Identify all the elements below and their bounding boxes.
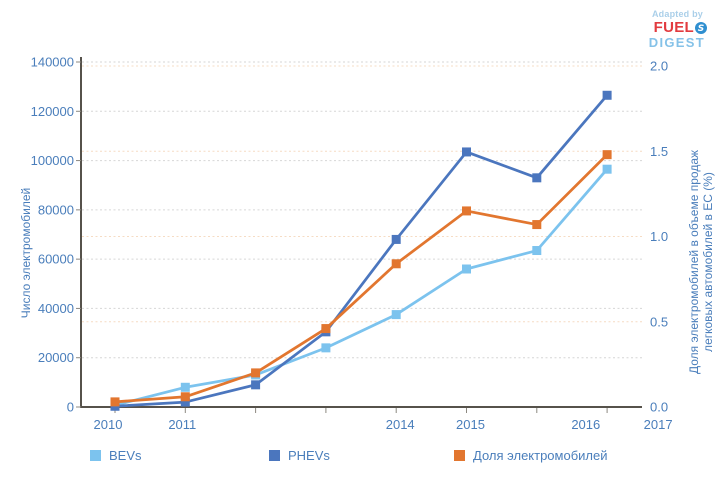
right-axis-title: Доля электромобилей в объеме продаж легк… xyxy=(687,150,715,374)
left-axis-title: Число электромобилей xyxy=(19,187,33,319)
series-0-marker xyxy=(602,164,612,174)
left-axis-tick-label: 140000 xyxy=(31,55,74,70)
доля-электромобилей-line xyxy=(114,153,609,404)
left-axis-tick-label: 60000 xyxy=(38,252,74,267)
legend-label-ev-share: Доля электромобилей xyxy=(473,447,608,463)
legend-item-bevs: BEVs xyxy=(90,447,142,463)
series-0-marker xyxy=(321,343,331,353)
right-axis-title-line1: Доля электромобилей в объеме продаж xyxy=(687,149,701,375)
phevs-swatch-icon xyxy=(269,449,280,461)
x-axis-year-label: 2015 xyxy=(456,417,485,432)
series-1-marker xyxy=(532,173,542,183)
right-axis-tick-label: 0.0 xyxy=(650,400,668,415)
x-axis-year-label: 2017 xyxy=(644,417,673,432)
s-swirl-icon: S xyxy=(695,22,707,35)
left-axis-tick-label: 0 xyxy=(67,400,74,415)
series-2-marker xyxy=(462,206,471,216)
series-0-marker xyxy=(391,310,401,320)
x-axis-year-label: 2011 xyxy=(168,417,196,432)
legend-label-phevs: PHEVs xyxy=(288,447,330,463)
series-2-marker xyxy=(602,150,612,160)
x-axis-year-label: 2016 xyxy=(571,417,600,432)
ev-share-swatch-icon xyxy=(454,449,465,461)
logo-tagline: Adapted by xyxy=(651,9,703,19)
series-2-marker xyxy=(321,324,331,334)
logo-brand-digest: DIGEST xyxy=(648,35,705,51)
series-1-marker xyxy=(251,380,261,390)
series-0-marker xyxy=(532,246,542,256)
bevs-swatch-icon xyxy=(90,449,101,461)
legend-item-ev-share: Доля электромобилей xyxy=(454,447,608,463)
bevs-line xyxy=(114,168,609,407)
x-axis-year-label: 2014 xyxy=(386,417,415,432)
right-axis-tick-label: 1.5 xyxy=(650,144,668,159)
x-axis-year-label: 2010 xyxy=(94,417,123,432)
series-0-marker xyxy=(180,382,190,392)
series-1-marker xyxy=(602,90,612,100)
series-2-marker xyxy=(110,397,120,407)
right-axis-tick-label: 1.0 xyxy=(650,229,668,244)
left-axis-tick-label: 100000 xyxy=(31,153,74,168)
right-axis-tick-label: 0.5 xyxy=(650,314,668,329)
left-axis-tick-label: 120000 xyxy=(31,104,74,119)
phevs-line xyxy=(114,94,609,408)
fuel-digest-logo: Adapted by FUEL S DIGEST xyxy=(631,9,707,51)
legend-item-phevs: PHEVs xyxy=(269,447,330,463)
series-2-marker xyxy=(391,259,401,269)
right-axis-tick-label: 2.0 xyxy=(650,59,668,74)
left-axis-tick-label: 40000 xyxy=(38,301,74,316)
series-0-marker xyxy=(462,264,471,274)
series-1-marker xyxy=(462,147,471,157)
series-2-marker xyxy=(180,392,190,402)
logo-brand-fuel: FUEL xyxy=(653,19,694,37)
series-1-marker xyxy=(180,397,190,407)
series-1-marker xyxy=(391,234,401,244)
legend-label-bevs: BEVs xyxy=(109,447,142,463)
chart-legend: BEVs PHEVs Доля электромобилей xyxy=(0,447,720,467)
svg-text:S: S xyxy=(698,24,704,34)
right-axis-title-line2: легковых автомобилей в ЕС (%) xyxy=(701,172,715,352)
left-axis-tick-label: 20000 xyxy=(38,350,74,365)
series-2-marker xyxy=(251,368,261,378)
series-2-marker xyxy=(532,220,542,230)
left-axis-tick-label: 80000 xyxy=(38,202,74,217)
